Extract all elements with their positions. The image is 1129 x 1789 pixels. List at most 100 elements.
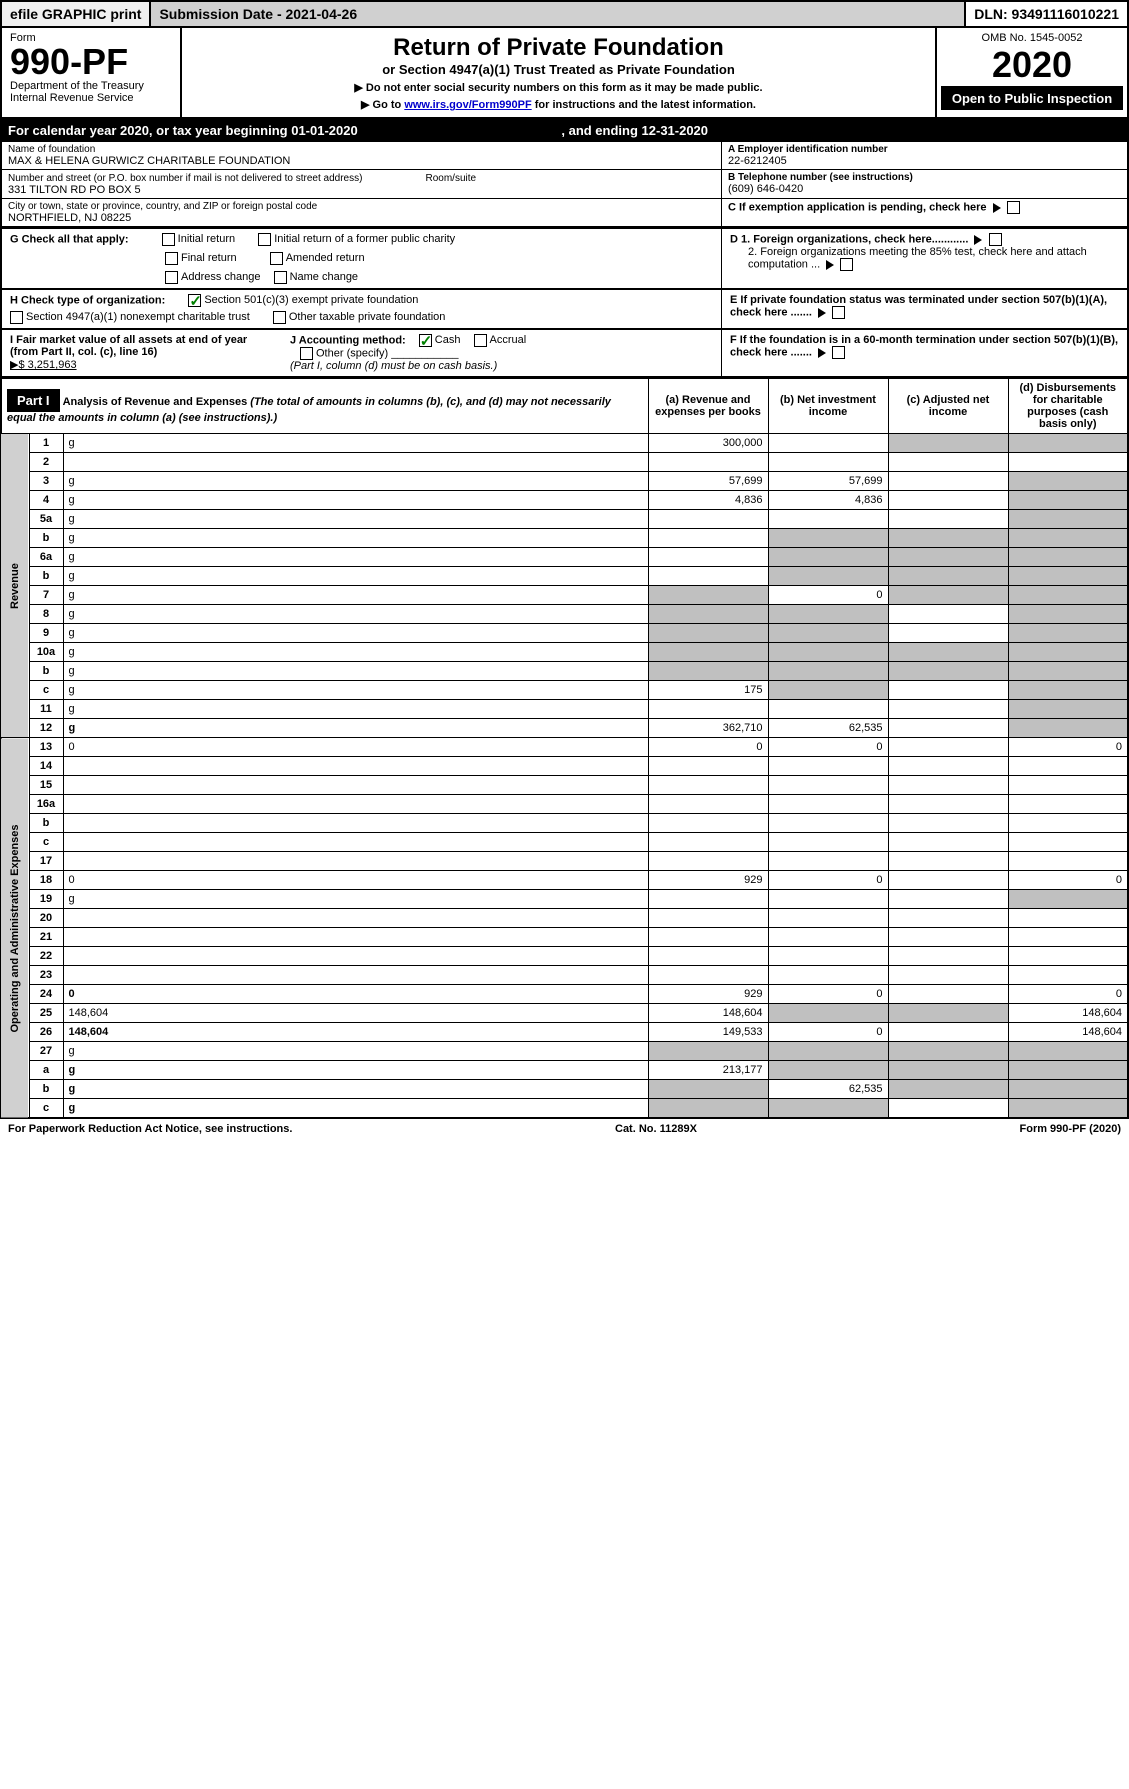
value-cell: [768, 757, 888, 776]
g-final-checkbox[interactable]: [165, 252, 178, 265]
value-cell: [1008, 852, 1128, 871]
table-row: Operating and Administrative Expenses130…: [1, 738, 1128, 757]
value-cell: [888, 757, 1008, 776]
g-opt-0: Initial return: [178, 233, 235, 245]
header-mid: Return of Private Foundation or Section …: [182, 28, 937, 117]
value-cell: [888, 928, 1008, 947]
e-checkbox[interactable]: [832, 306, 845, 319]
d-cell: D 1. Foreign organizations, check here..…: [722, 229, 1127, 288]
g-opt-5: Name change: [290, 271, 359, 283]
grey-cell: [768, 529, 888, 548]
value-cell: [1008, 453, 1128, 472]
name-label: Name of foundation: [8, 144, 715, 155]
h-4947-checkbox[interactable]: [10, 311, 23, 324]
grey-cell: [648, 1042, 768, 1061]
j-accrual-checkbox[interactable]: [474, 334, 487, 347]
j-cash-checkbox[interactable]: [419, 334, 432, 347]
table-row: 21: [1, 928, 1128, 947]
value-cell: 0: [768, 586, 888, 605]
g-name-change-checkbox[interactable]: [274, 271, 287, 284]
grey-cell: [1008, 510, 1128, 529]
table-row: ag213,177: [1, 1061, 1128, 1080]
dln: DLN: 93491116010221: [966, 2, 1127, 26]
value-cell: [1008, 909, 1128, 928]
grey-cell: [768, 681, 888, 700]
line-desc: g: [63, 586, 648, 605]
part1-title: Analysis of Revenue and Expenses: [63, 396, 248, 408]
g-amended-checkbox[interactable]: [270, 252, 283, 265]
table-row: 15: [1, 776, 1128, 795]
value-cell: [768, 434, 888, 453]
j-other-checkbox[interactable]: [300, 347, 313, 360]
line-num: b: [29, 1080, 63, 1099]
phone-label: B Telephone number (see instructions): [728, 172, 1121, 183]
value-cell: 62,535: [768, 719, 888, 738]
value-cell: [768, 814, 888, 833]
value-cell: 213,177: [648, 1061, 768, 1080]
addr-label: Number and street (or P.O. box number if…: [8, 173, 362, 184]
footer: For Paperwork Reduction Act Notice, see …: [0, 1119, 1129, 1139]
grey-cell: [888, 434, 1008, 453]
grey-cell: [1008, 567, 1128, 586]
irs-link[interactable]: www.irs.gov/Form990PF: [404, 99, 531, 111]
g-addr-change-checkbox[interactable]: [165, 271, 178, 284]
d2-checkbox[interactable]: [840, 258, 853, 271]
street-address: 331 TILTON RD PO BOX 5: [8, 184, 715, 196]
omb-number: OMB No. 1545-0052: [941, 32, 1123, 44]
grey-cell: [888, 529, 1008, 548]
value-cell: [1008, 833, 1128, 852]
value-cell: 0: [648, 738, 768, 757]
grey-cell: [648, 605, 768, 624]
line-num: b: [29, 662, 63, 681]
entity-info: Name of foundation MAX & HELENA GURWICZ …: [0, 142, 1129, 229]
f-cell: F If the foundation is in a 60-month ter…: [722, 330, 1127, 376]
table-row: 8g: [1, 605, 1128, 624]
value-cell: [768, 700, 888, 719]
grey-cell: [1008, 662, 1128, 681]
table-row: 6ag: [1, 548, 1128, 567]
line-num: 25: [29, 1004, 63, 1023]
value-cell: [888, 491, 1008, 510]
table-row: b: [1, 814, 1128, 833]
f-label: F If the foundation is in a 60-month ter…: [730, 334, 1118, 358]
c-checkbox[interactable]: [1007, 201, 1020, 214]
line-desc: 148,604: [63, 1004, 648, 1023]
value-cell: [648, 453, 768, 472]
d1-checkbox[interactable]: [989, 233, 1002, 246]
line-num: 8: [29, 605, 63, 624]
g-initial-former-checkbox[interactable]: [258, 233, 271, 246]
value-cell: [648, 909, 768, 928]
f-checkbox[interactable]: [832, 346, 845, 359]
h-501c3-checkbox[interactable]: [188, 294, 201, 307]
value-cell: [1008, 795, 1128, 814]
submission-date: Submission Date - 2021-04-26: [151, 2, 966, 26]
grey-cell: [648, 1099, 768, 1119]
line-num: 9: [29, 624, 63, 643]
line-desc: g: [63, 681, 648, 700]
value-cell: 4,836: [768, 491, 888, 510]
city-value: NORTHFIELD, NJ 08225: [8, 212, 715, 224]
d2-label: 2. Foreign organizations meeting the 85%…: [748, 246, 1087, 270]
table-row: Revenue1g300,000: [1, 434, 1128, 453]
grey-cell: [648, 662, 768, 681]
g-initial-checkbox[interactable]: [162, 233, 175, 246]
table-row: 25148,604148,604148,604: [1, 1004, 1128, 1023]
table-row: 24092900: [1, 985, 1128, 1004]
value-cell: [888, 605, 1008, 624]
grey-cell: [768, 1061, 888, 1080]
h-opt-2: Other taxable private foundation: [289, 311, 446, 323]
grey-cell: [888, 586, 1008, 605]
value-cell: [1008, 928, 1128, 947]
value-cell: [888, 738, 1008, 757]
value-cell: [648, 548, 768, 567]
j-opt-2: Other (specify): [316, 347, 388, 359]
value-cell: [888, 472, 1008, 491]
h-label: H Check type of organization:: [10, 294, 165, 306]
j-note: (Part I, column (d) must be on cash basi…: [290, 360, 526, 372]
arrow-icon: [818, 308, 826, 318]
line-desc: [63, 966, 648, 985]
table-row: 3g57,69957,699: [1, 472, 1128, 491]
value-cell: [768, 795, 888, 814]
value-cell: [768, 833, 888, 852]
h-other-checkbox[interactable]: [273, 311, 286, 324]
